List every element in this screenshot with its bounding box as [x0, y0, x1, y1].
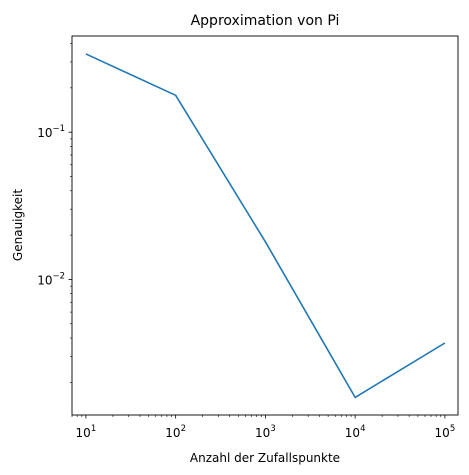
y-tick-label: 10−2: [37, 271, 65, 287]
chart-title: Approximation von Pi: [191, 13, 340, 29]
y-tick-label: 10−1: [37, 124, 65, 140]
series-line: [85, 53, 446, 399]
y-axis-label: Genauigkeit: [11, 189, 25, 261]
major-ticks: [68, 131, 446, 419]
x-tick-label: 102: [165, 424, 186, 440]
x-tick-label: 101: [76, 424, 97, 440]
plot-frame: [71, 35, 459, 416]
tick-labels: 101 102 103 104 105 10−2 10−1: [37, 124, 455, 440]
plot-area: [72, 36, 458, 415]
x-axis-label: Anzahl der Zufallspunkte: [190, 451, 340, 465]
x-tick-label: 104: [345, 424, 366, 440]
x-tick-label: 105: [435, 424, 456, 440]
x-tick-label: 103: [255, 424, 276, 440]
